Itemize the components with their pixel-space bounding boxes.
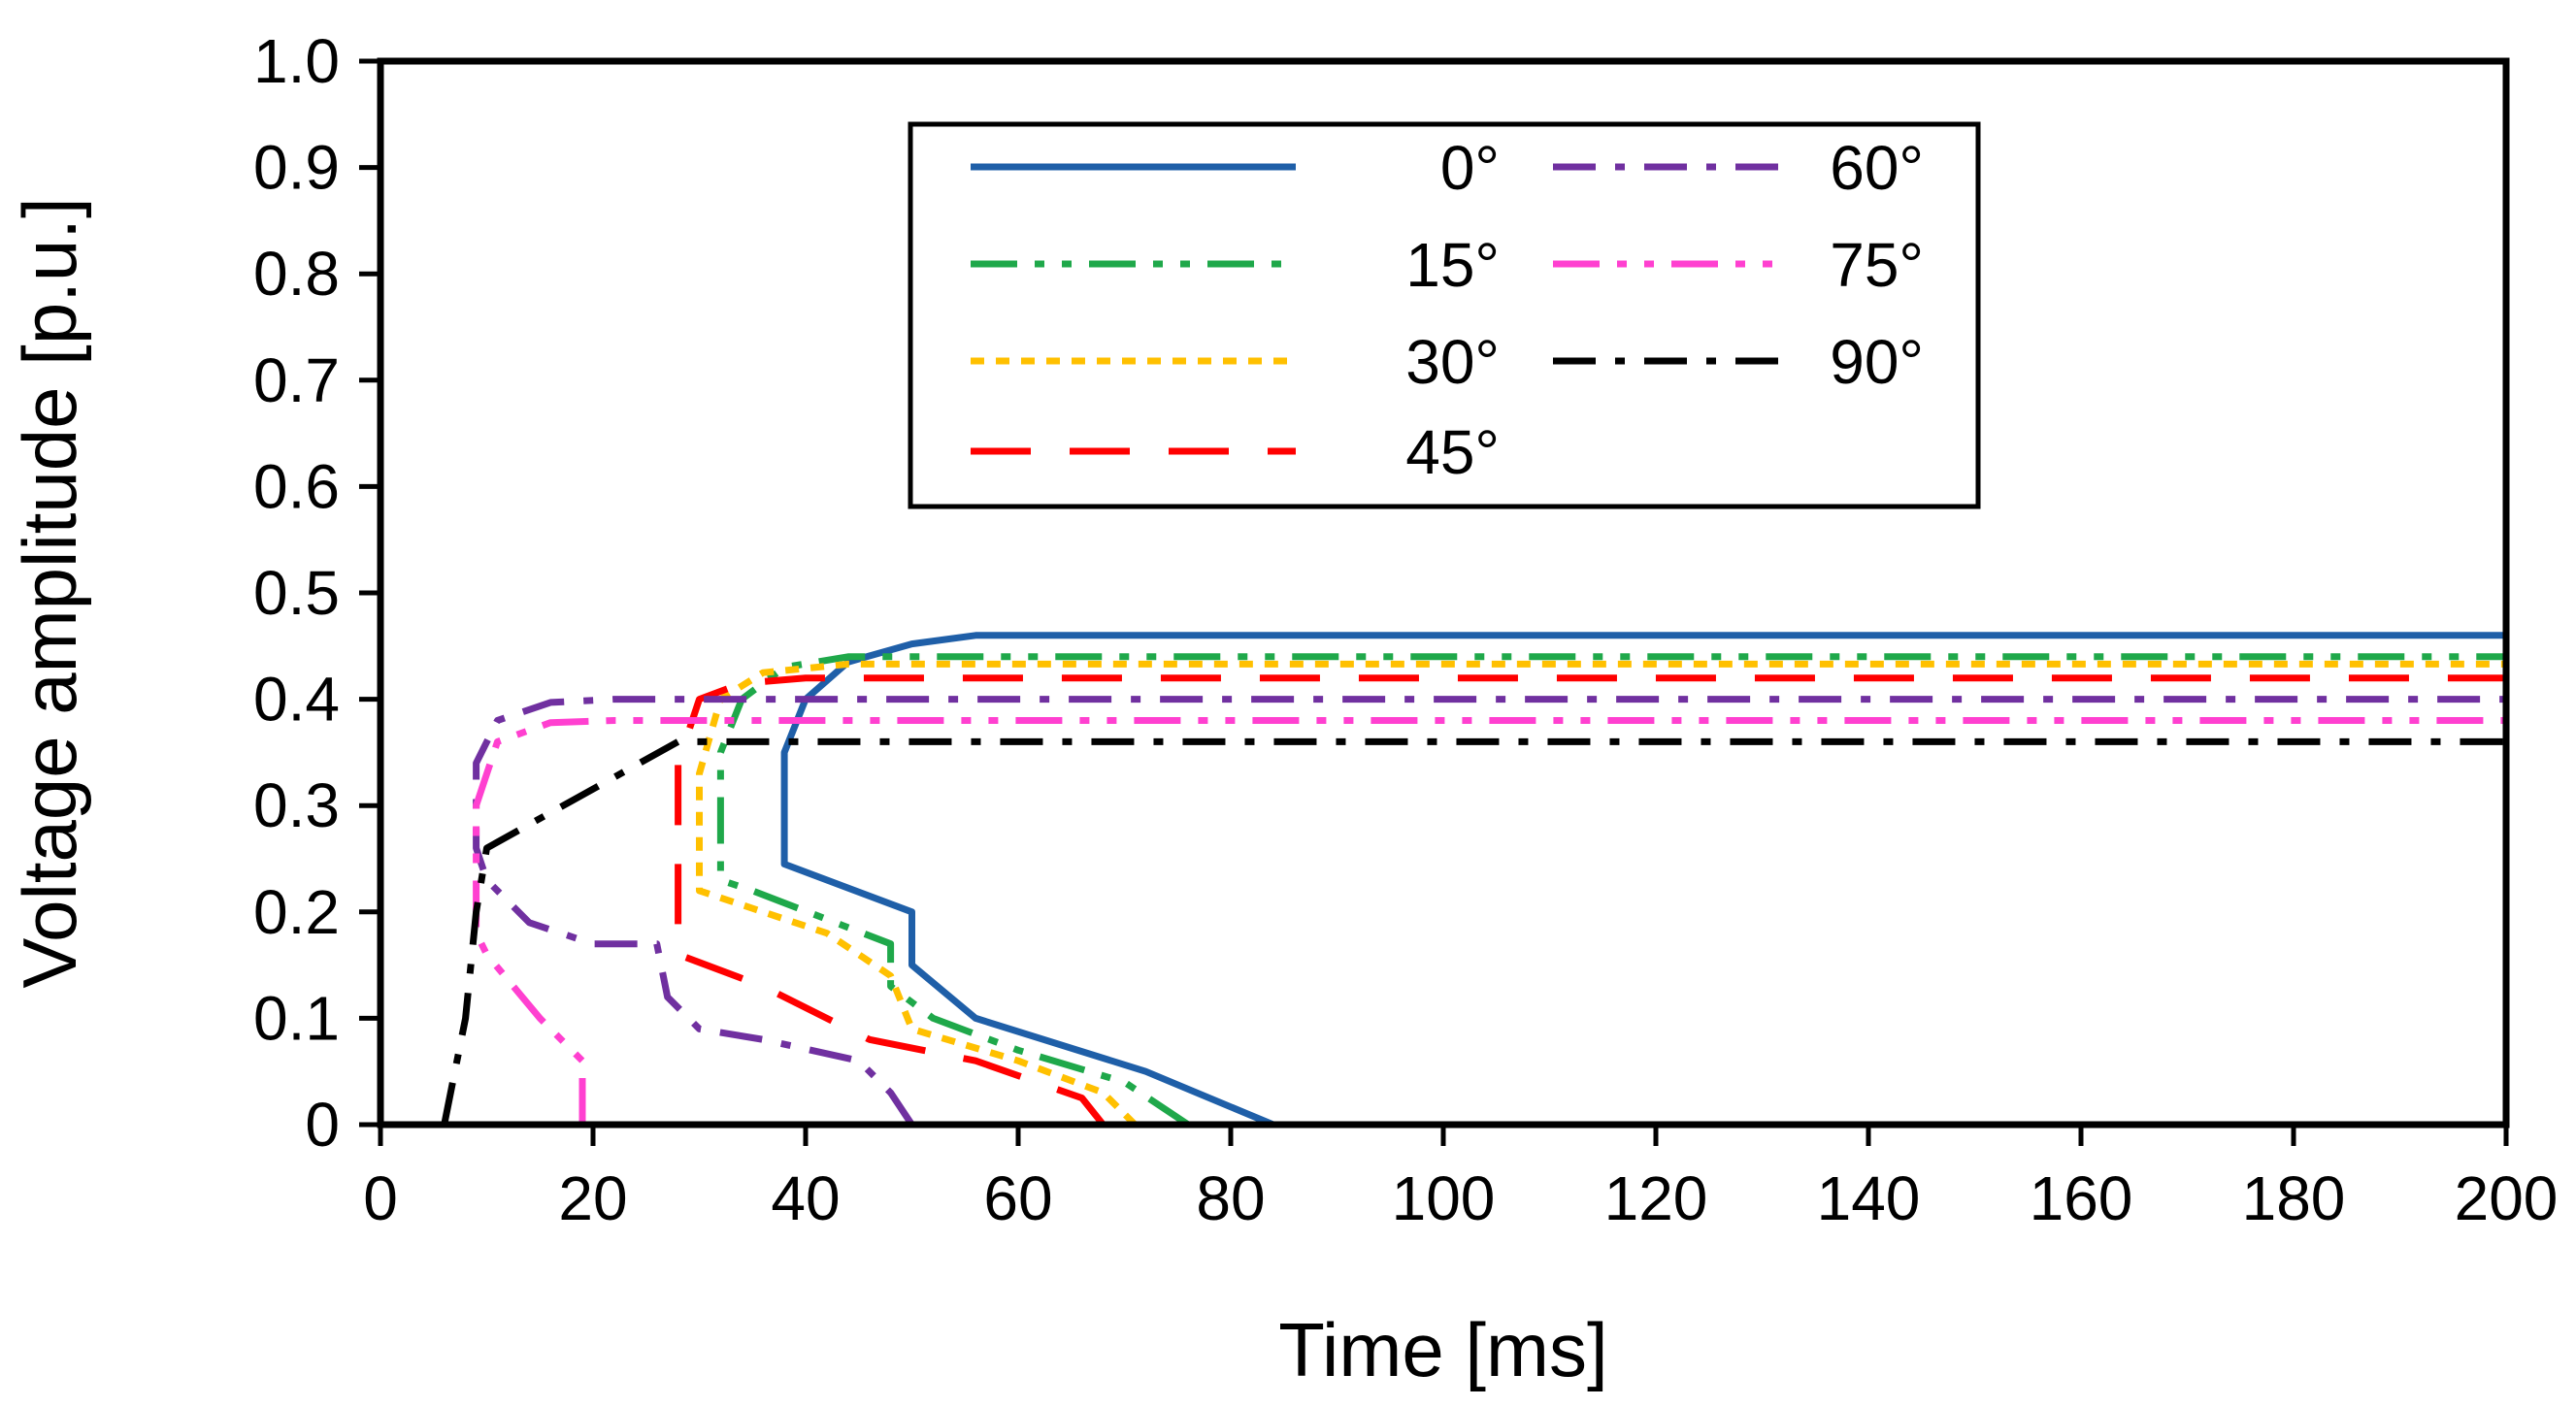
x-tick-label: 0: [363, 1163, 398, 1233]
legend-label: 15°: [1405, 230, 1500, 300]
x-tick-label: 160: [2030, 1163, 2133, 1233]
y-tick-label: 0.6: [253, 451, 340, 521]
x-tick-label: 200: [2455, 1163, 2559, 1233]
y-tick-label: 0.8: [253, 239, 340, 309]
series-lines: [441, 632, 2506, 1129]
y-axis-title: Voltage amplitude [p.u.]: [7, 197, 92, 988]
legend: 0° 15° 30° 45° 60° 75° 90°: [908, 121, 1981, 509]
series-line: [675, 674, 2506, 1128]
series-line: [473, 717, 2506, 1125]
series-line: [696, 660, 2506, 1128]
series-line: [780, 632, 2506, 1129]
x-tick-label: 100: [1392, 1163, 1496, 1233]
x-tick-label: 20: [558, 1163, 627, 1233]
x-tick-label: 180: [2242, 1163, 2346, 1233]
y-tick-label: 0.7: [253, 345, 340, 415]
y-tick-label: 0.4: [253, 665, 340, 735]
x-tick-label: 140: [1817, 1163, 1921, 1233]
axis-ticks: 0 20 40 60 80 100 120 140 160 180 200 0 0.1 0.2 0.3 0.4…: [253, 26, 2558, 1233]
y-tick-label: 1.0: [253, 26, 340, 96]
legend-label: 45°: [1405, 417, 1500, 487]
x-tick-label: 40: [771, 1163, 840, 1233]
y-tick-label: 0: [305, 1090, 340, 1160]
y-tick-label: 0.5: [253, 558, 340, 628]
x-axis-title: Time [ms]: [1278, 1307, 1607, 1392]
y-tick-label: 0.1: [253, 983, 340, 1053]
series-line: [473, 696, 2506, 1127]
series-line: [441, 737, 2506, 1126]
legend-box: [908, 121, 1981, 509]
legend-label: 0°: [1440, 133, 1500, 203]
legend-label: 90°: [1830, 327, 1924, 397]
y-tick-label: 0.9: [253, 133, 340, 203]
series-line: [716, 653, 2506, 1128]
y-tick-label: 0.2: [253, 877, 340, 947]
x-tick-label: 80: [1196, 1163, 1265, 1233]
legend-label: 60°: [1830, 133, 1924, 203]
x-tick-label: 60: [983, 1163, 1052, 1233]
legend-label: 30°: [1405, 327, 1500, 397]
y-tick-label: 0.3: [253, 770, 340, 840]
x-tick-label: 120: [1604, 1163, 1708, 1233]
legend-label: 75°: [1830, 230, 1924, 300]
